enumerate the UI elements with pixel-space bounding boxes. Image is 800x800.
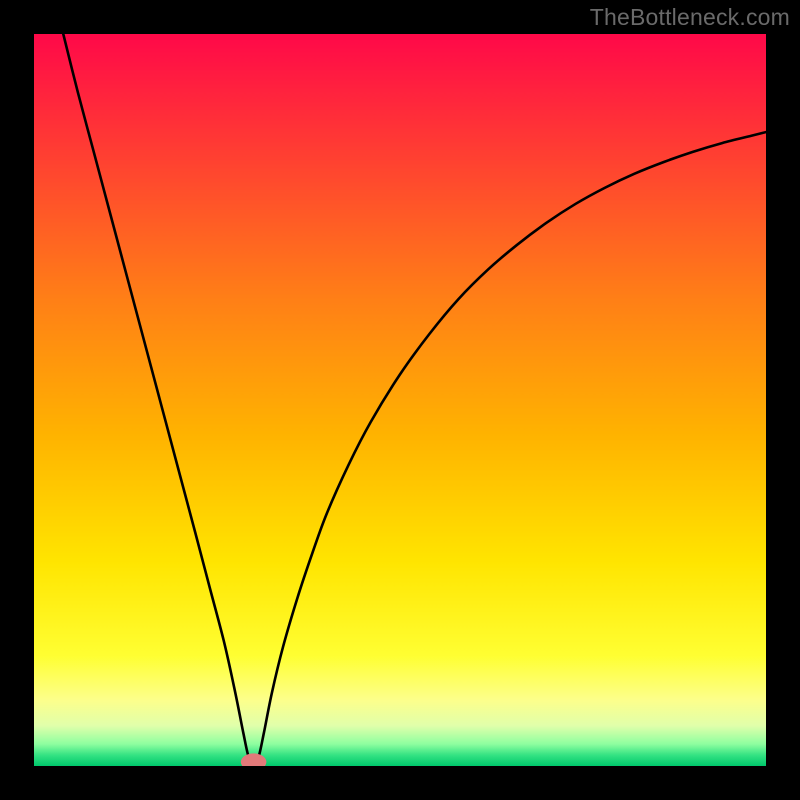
frame-border-left [0,0,34,800]
bottleneck-chart-background [34,34,766,766]
chart-root: { "watermark": "TheBottleneck.com", "cha… [0,0,800,800]
frame-border-bottom [0,766,800,800]
frame-border-right [766,0,800,800]
watermark-text: TheBottleneck.com [590,4,790,31]
